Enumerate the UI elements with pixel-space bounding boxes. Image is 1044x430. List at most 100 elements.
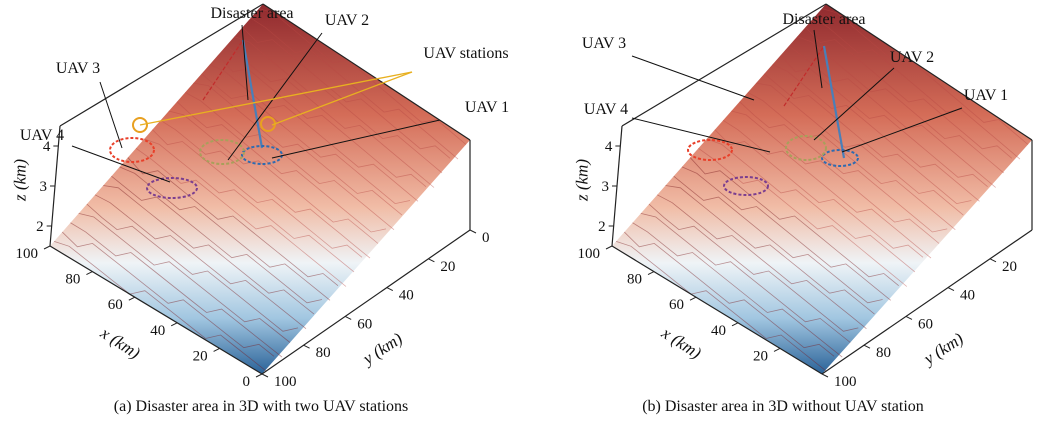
terrain-ridge	[797, 36, 1004, 174]
terrain-ridge	[755, 82, 964, 216]
y-tick-mark	[386, 287, 394, 292]
x-tick-label: 60	[669, 297, 684, 313]
terrain-ridge	[689, 157, 899, 287]
terrain-ridge	[764, 73, 972, 205]
y-tick-label: 100	[834, 374, 857, 390]
z-axis-label: z (km)	[11, 159, 30, 202]
terrain-ridge	[648, 203, 859, 332]
terrain-ridge	[176, 101, 387, 233]
terrain-ridge	[780, 54, 988, 188]
panel-b: 20 40 60 80 100 20 40 60 80 100 2 3 4 x (km) y (km) z (…	[522, 0, 1044, 430]
y-tick-mark	[989, 258, 997, 263]
annotation-label: UAV 1	[465, 99, 509, 116]
terrain-ridge	[217, 54, 427, 188]
disaster-area-marker	[822, 45, 846, 159]
y-tick-mark	[428, 258, 435, 263]
terrain-ridge	[698, 147, 908, 287]
terrain-ridge	[111, 175, 323, 304]
x-tick-mark	[128, 296, 136, 301]
y-axis-line	[261, 229, 471, 375]
terrain-ridge	[731, 110, 940, 244]
x-axis-label: x (km)	[96, 323, 143, 363]
box-edge-top-left	[59, 3, 264, 127]
terrain-ridge	[209, 64, 419, 202]
x-tick-mark	[605, 245, 613, 250]
annotation-leader	[71, 145, 171, 183]
annotation-label: UAV stations	[423, 45, 508, 62]
terrain-ridge	[739, 101, 948, 233]
terrain-ridge	[152, 129, 363, 258]
annotation-leader	[241, 24, 249, 101]
terrain-ridge	[234, 36, 443, 174]
terrain-ridge	[665, 185, 875, 315]
axes-box	[605, 3, 1033, 378]
terrain-ridge	[103, 185, 315, 315]
terrain-ridge	[250, 17, 459, 160]
disaster-boundary	[202, 39, 244, 101]
z-tick-label: 4	[43, 139, 51, 155]
terrain-ridge	[657, 194, 867, 330]
terrain-ridge	[242, 26, 451, 159]
disaster-area-marker	[241, 39, 264, 149]
box-edge-top-right	[825, 3, 1033, 141]
uav-path-1	[821, 149, 859, 167]
terrain-ridge	[706, 138, 916, 273]
uav-path-4	[146, 177, 198, 199]
terrain-ridge	[78, 213, 291, 343]
annotation-leader	[99, 81, 123, 149]
box-edge-top-right	[262, 3, 471, 141]
x-tick-mark	[731, 322, 739, 327]
terrain-ridge	[747, 92, 956, 231]
x-tick-mark	[86, 271, 93, 276]
terrain-ridge	[201, 73, 411, 205]
y-tick-label: 60	[918, 316, 933, 332]
y-tick-mark	[905, 315, 913, 320]
y-axis-line	[821, 229, 1033, 375]
z-tick-label: 3	[40, 179, 48, 195]
y-tick-mark	[303, 344, 310, 349]
annotation-label: UAV 3	[582, 35, 626, 52]
y-tick-mark	[344, 315, 352, 320]
y-tick-mark	[947, 287, 955, 292]
y-tick-mark	[261, 373, 269, 378]
x-tick-label: 80	[627, 272, 642, 288]
uav-path-4	[723, 176, 769, 196]
z-axis-label: z (km)	[573, 159, 592, 202]
y-tick-label: 20	[1002, 259, 1017, 275]
terrain-ridge	[615, 240, 827, 372]
x-tick-mark	[213, 347, 220, 352]
annotation-label: Disaster area	[782, 11, 865, 28]
x-tick-label: 100	[578, 246, 601, 262]
terrain-ridge	[119, 166, 331, 301]
terrain-ridge	[86, 203, 299, 332]
annotation-leader	[271, 71, 413, 126]
x-tick-label: 40	[150, 323, 165, 339]
annotation-label: UAV 4	[20, 127, 64, 144]
y-tick-mark	[469, 229, 477, 234]
terrain-ridge	[624, 231, 835, 357]
z-tick-label: 3	[602, 179, 610, 195]
terrain-surface	[50, 4, 470, 374]
x-axis-line	[611, 245, 823, 375]
x-tick-mark	[647, 271, 655, 276]
x-tick-label: 60	[108, 297, 123, 313]
x-tick-mark	[689, 296, 697, 301]
terrain-ridge	[813, 17, 1021, 160]
box-edge-top-left	[621, 3, 827, 127]
annotation-leader	[841, 107, 963, 153]
terrain-ridge	[640, 213, 851, 343]
uav-path-2	[785, 135, 827, 161]
x-tick-label: 80	[65, 272, 80, 288]
annotation-label: UAV 4	[584, 101, 628, 118]
uav-path-1	[241, 145, 283, 165]
y-tick-label: 20	[440, 259, 455, 275]
uav-path-3	[687, 139, 733, 161]
terrain-ridge	[135, 147, 347, 287]
terrain-ridge	[258, 8, 467, 145]
terrain-ridge	[184, 92, 395, 231]
terrain-ridge	[788, 45, 996, 188]
y-tick-label: 60	[357, 316, 372, 332]
y-axis-label: y (km)	[358, 329, 406, 370]
y-tick-label: 0	[482, 230, 490, 246]
terrain-ridge	[681, 166, 891, 301]
